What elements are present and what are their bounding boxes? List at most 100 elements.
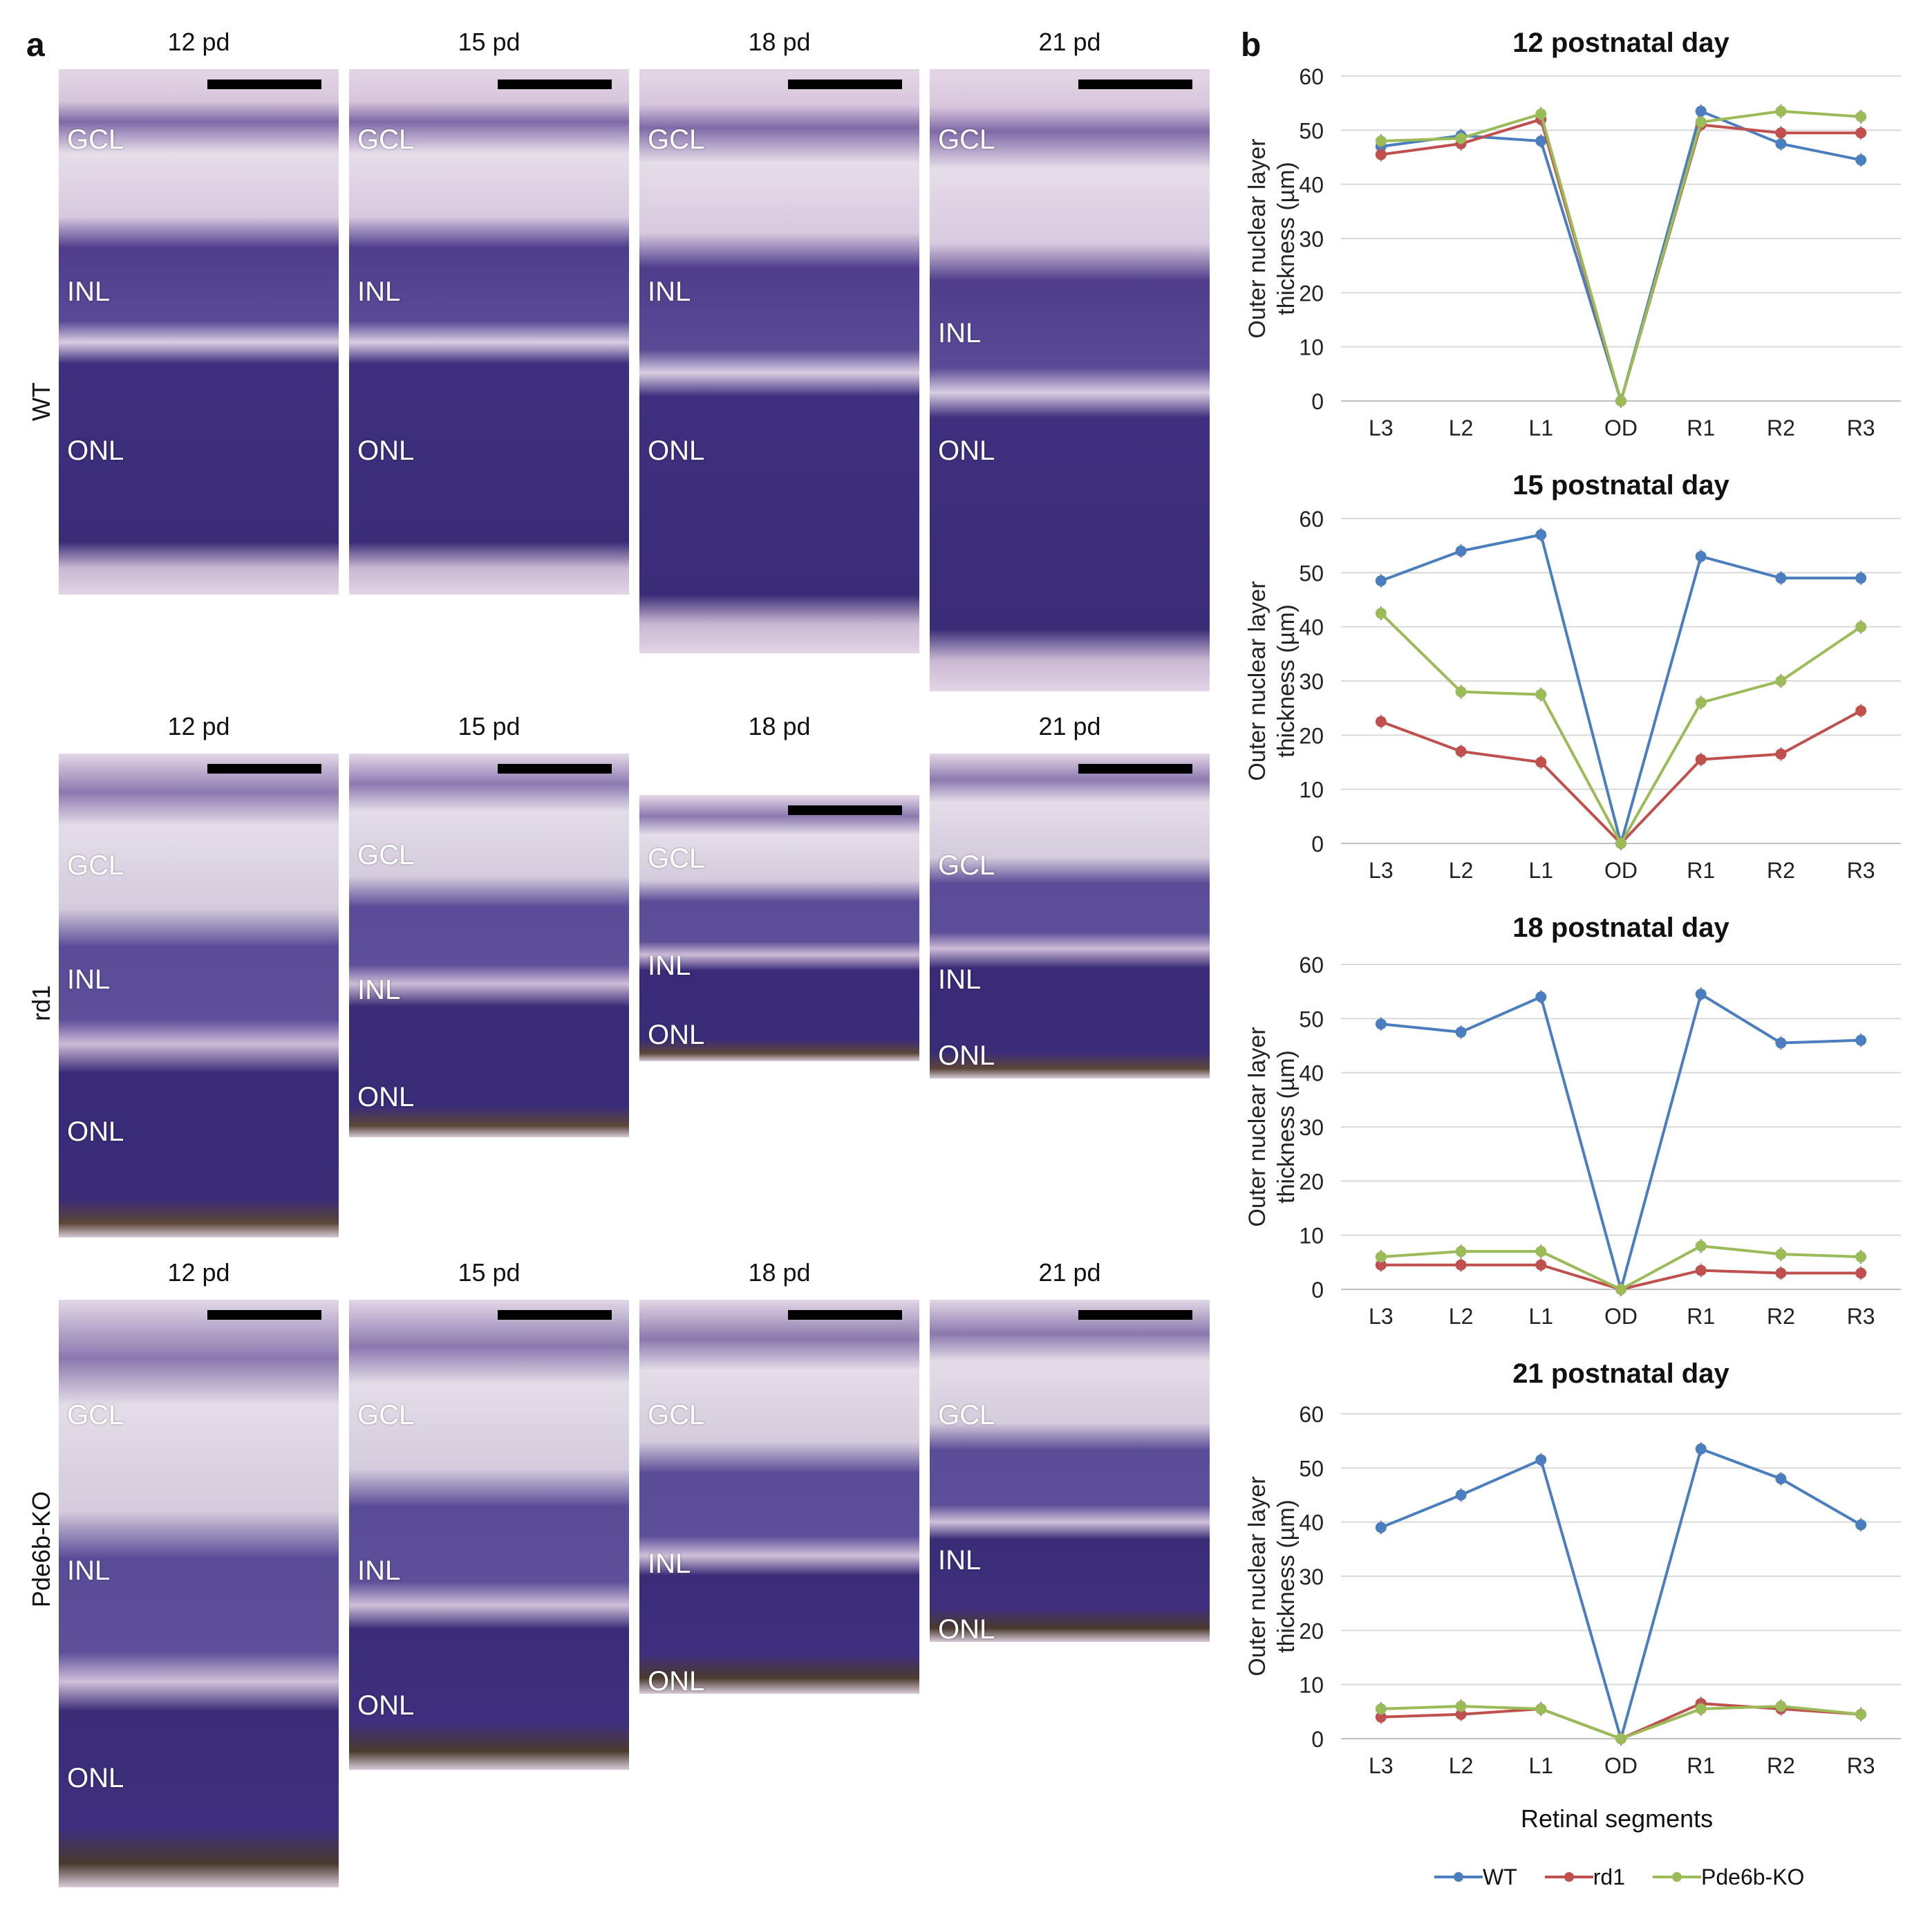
- layer-label: INL: [67, 964, 111, 995]
- data-point: [1695, 550, 1707, 562]
- panel-b-letter: b: [1241, 27, 1262, 64]
- data-point: [1455, 1026, 1467, 1038]
- panel-a-letter: a: [26, 27, 45, 64]
- column-label: 18 pd: [748, 28, 811, 56]
- data-point: [1535, 756, 1547, 768]
- layer-label: INL: [938, 964, 982, 995]
- data-point: [1615, 838, 1626, 849]
- layer-label: ONL: [357, 1082, 415, 1112]
- y-axis-label-line2: thickness (µm): [1273, 604, 1300, 758]
- data-point: [1775, 1267, 1787, 1279]
- retina-micrograph: [59, 1300, 339, 1887]
- legend-item-rd1: rd1: [1544, 1865, 1625, 1890]
- y-tick-label: 30: [1299, 1115, 1324, 1140]
- x-tick-label: R2: [1767, 1753, 1795, 1778]
- column-label: 12 pd: [167, 712, 230, 740]
- row-label: Pde6b-KO: [27, 1491, 55, 1608]
- x-tick-label: OD: [1604, 1304, 1638, 1329]
- data-point: [1695, 754, 1707, 765]
- data-point: [1455, 686, 1467, 698]
- layer-label: GCL: [648, 843, 705, 874]
- data-point: [1615, 838, 1626, 849]
- data-point: [1615, 1733, 1626, 1744]
- retina-micrograph: [930, 1300, 1210, 1642]
- y-tick-label: 20: [1299, 281, 1324, 306]
- row-label: rd1: [27, 984, 55, 1022]
- data-point: [1855, 154, 1867, 166]
- data-point: [1535, 1703, 1547, 1715]
- data-point: [1535, 108, 1547, 120]
- data-point: [1535, 991, 1547, 1002]
- x-tick-label: L3: [1369, 858, 1394, 883]
- chart-title: 18 postnatal day: [1512, 913, 1729, 943]
- data-point: [1535, 689, 1547, 700]
- data-point: [1615, 395, 1626, 407]
- data-point: [1455, 1246, 1467, 1258]
- y-tick-label: 50: [1299, 118, 1324, 143]
- layer-label: INL: [67, 277, 111, 307]
- y-tick-label: 0: [1311, 1727, 1324, 1752]
- data-point: [1775, 1037, 1787, 1049]
- retina-micrograph: [930, 754, 1210, 1078]
- series-line: [1380, 1244, 1861, 1291]
- column-label: 18 pd: [748, 1258, 811, 1287]
- data-point: [1375, 1018, 1387, 1030]
- x-tick-label: L2: [1449, 1753, 1474, 1778]
- data-point: [1455, 745, 1467, 757]
- data-point: [1615, 1284, 1626, 1295]
- retina-micrograph: [349, 1300, 629, 1770]
- data-point: [1375, 1251, 1387, 1262]
- retina-micrograph: [639, 795, 919, 1061]
- layer-label: INL: [357, 975, 401, 1005]
- series-line: [1380, 709, 1862, 846]
- series-line: [1380, 1447, 1862, 1744]
- data-point: [1695, 1264, 1707, 1276]
- layer-label: ONL: [938, 436, 995, 466]
- y-tick-label: 0: [1311, 389, 1324, 414]
- x-tick-label: L1: [1528, 858, 1553, 883]
- y-axis-label-line1: Outer nuclear layer: [1244, 1476, 1270, 1676]
- layer-label: GCL: [938, 124, 995, 155]
- series-line: [1380, 533, 1861, 849]
- retina-micrograph: [349, 69, 629, 595]
- layer-label: INL: [67, 1556, 111, 1586]
- row-label: WT: [27, 382, 55, 421]
- scale-bar: [498, 80, 612, 89]
- data-point: [1535, 1454, 1547, 1466]
- column-label: 12 pd: [167, 1258, 230, 1287]
- data-point: [1615, 1284, 1626, 1295]
- data-point: [1375, 140, 1387, 152]
- data-point: [1695, 697, 1707, 709]
- y-tick-label: 0: [1311, 1278, 1324, 1302]
- x-axis-label: Retinal segments: [1521, 1804, 1714, 1833]
- data-point: [1775, 127, 1787, 139]
- layer-label: GCL: [938, 850, 995, 881]
- data-point: [1775, 1703, 1787, 1715]
- series-line: [1380, 1702, 1861, 1741]
- data-point: [1855, 621, 1867, 633]
- retina-micrograph: [59, 754, 339, 1237]
- y-tick-label: 20: [1299, 1169, 1324, 1194]
- x-tick-label: L1: [1528, 1753, 1553, 1778]
- legend: WT rd1 Pde6b-KO: [1434, 1863, 1804, 1891]
- data-point: [1855, 1708, 1867, 1720]
- data-point: [1775, 1249, 1787, 1260]
- scale-bar: [788, 80, 902, 89]
- data-point: [1695, 989, 1707, 1000]
- data-point: [1855, 1267, 1867, 1279]
- layer-label: ONL: [938, 1040, 995, 1071]
- x-tick-label: R3: [1847, 1304, 1875, 1329]
- layer-label: GCL: [67, 1400, 124, 1430]
- x-tick-label: R1: [1687, 415, 1715, 440]
- retina-micrograph: [349, 754, 629, 1137]
- y-tick-label: 0: [1311, 832, 1324, 857]
- data-point: [1535, 529, 1547, 541]
- data-point: [1855, 1708, 1867, 1720]
- data-point: [1535, 1246, 1547, 1258]
- data-point: [1455, 1708, 1467, 1720]
- chart-title: 12 postnatal day: [1512, 28, 1729, 58]
- y-tick-label: 30: [1299, 227, 1324, 252]
- data-point: [1615, 1733, 1626, 1744]
- data-point: [1615, 1284, 1626, 1295]
- data-point: [1615, 395, 1626, 407]
